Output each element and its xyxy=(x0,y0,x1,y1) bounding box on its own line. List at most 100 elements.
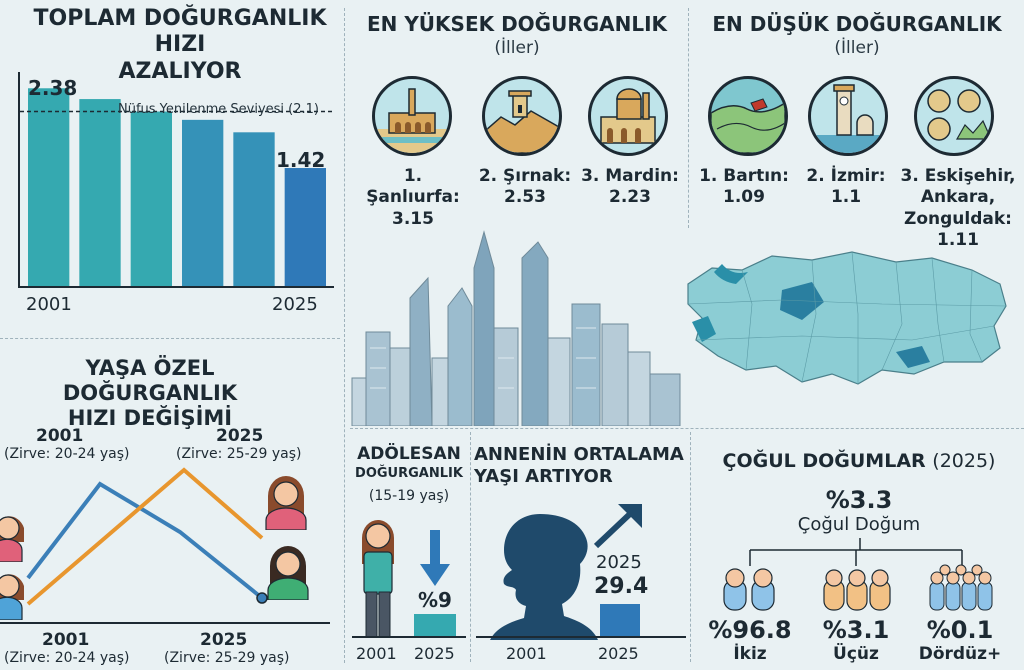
fertility-title-line2: AZALIYOR xyxy=(118,58,242,84)
lowest-item-3-name2: Ankara, xyxy=(920,187,996,208)
fertility-baseline xyxy=(18,286,334,288)
mother-age-x-start: 2001 xyxy=(506,644,547,663)
mardin-icon xyxy=(588,76,668,156)
line-2025 xyxy=(26,467,264,606)
adolescent-axis xyxy=(352,636,466,638)
lowest-item-3-name: 3. Eskişehir, xyxy=(900,166,1016,186)
mother-age-bar xyxy=(600,604,640,636)
girl-icon xyxy=(362,520,394,638)
triplets-icon xyxy=(823,569,891,611)
lowest-item-2-value: 1.1 xyxy=(830,187,862,208)
adolescent-value: %9 xyxy=(418,588,452,612)
mother-age-year: 2025 xyxy=(596,552,642,573)
top-right-year: 2025 xyxy=(216,426,264,446)
woman-silhouette-icon xyxy=(490,514,598,640)
lowest-item-3: 3. Eskişehir, Ankara, Zonguldak: 1.11 xyxy=(896,166,1020,251)
lowest-title: EN DÜŞÜK DOĞURGANLIK xyxy=(712,12,1002,36)
fertility-title-line1: TOPLAM DOĞURGANLIK HIZI xyxy=(33,6,327,58)
age-specific-title-line1: YAŞA ÖZEL DOĞURGANLIK xyxy=(62,356,238,406)
age-specific-title: YAŞA ÖZEL DOĞURGANLIK HIZI DEĞİŞİMİ xyxy=(0,356,300,432)
fertility-bar-3 xyxy=(130,111,172,286)
reference-line-label: Nüfus Yenilenme Seviyesi (2.1) xyxy=(118,102,319,117)
izmir-icon xyxy=(808,76,888,156)
city-skyline-illustration xyxy=(351,230,681,426)
multiple-total-value: %3.3 xyxy=(825,486,893,514)
sanliurfa-icon xyxy=(372,76,452,156)
highest-item-2-value: 2.53 xyxy=(504,187,546,208)
quadruplets-icon xyxy=(929,564,993,611)
mother-age-title: ANNENİN ORTALAMA YAŞI ARTIYOR xyxy=(474,444,688,487)
adolescent-subtitle: DOĞURGANLIK xyxy=(355,466,463,481)
start-value-label: 2.38 xyxy=(28,76,78,100)
lowest-item-1-name: 1. Bartın: xyxy=(699,166,789,186)
fertility-axis xyxy=(18,72,20,288)
lowest-item-1-value: 1.09 xyxy=(723,187,765,208)
fertility-bar-chart xyxy=(20,88,334,286)
woman-icon-left-top xyxy=(0,516,24,562)
bottom-left-peak: (Zirve: 20-24 yaş) xyxy=(4,650,130,666)
up-arrow-icon xyxy=(593,504,642,549)
quadruplets-value: %0.1 xyxy=(926,616,994,644)
top-left-peak: (Zirve: 20-24 yaş) xyxy=(4,446,130,462)
highest-subtitle: (İller) xyxy=(494,38,540,58)
highest-item-2-name: 2. Şırnak: xyxy=(478,166,572,186)
multiple-tree-lines xyxy=(749,538,963,566)
highest-item-3: 3. Mardin: 2.23 xyxy=(574,166,686,209)
top-left-year: 2001 xyxy=(36,426,84,446)
fertility-title: TOPLAM DOĞURGANLIK HIZI AZALIYOR xyxy=(20,6,340,85)
highest-item-3-name: 3. Mardin: xyxy=(581,166,679,186)
eskisehir-icon xyxy=(914,76,994,156)
down-arrow-icon xyxy=(420,530,450,586)
bottom-right-peak: (Zirve: 25-29 yaş) xyxy=(164,650,290,666)
x-end-label: 2025 xyxy=(272,294,318,315)
fertility-bar-5 xyxy=(233,132,275,286)
adolescent-title: ADÖLESAN xyxy=(357,444,461,464)
age-specific-title-line2: HIZI DEĞİŞİMİ xyxy=(67,406,233,431)
age-axis xyxy=(0,622,330,624)
bottom-right-year: 2025 xyxy=(200,630,248,650)
triplets-value: %3.1 xyxy=(822,616,890,644)
lowest-item-2: 2. İzmir: 1.1 xyxy=(796,166,896,209)
adolescent-x-start: 2001 xyxy=(356,644,397,663)
mother-age-value: 29.4 xyxy=(594,574,649,599)
highest-item-1-value: 3.15 xyxy=(392,208,434,229)
fertility-bar-1 xyxy=(28,88,70,286)
multiple-total-label: Çoğul Doğum xyxy=(797,514,921,535)
highest-item-3-value: 2.23 xyxy=(609,187,651,208)
fertility-bar-2 xyxy=(79,99,121,286)
woman-icon-right-top xyxy=(265,476,307,530)
multiple-title: ÇOĞUL DOĞUMLAR (2025) xyxy=(694,450,1024,473)
highest-item-2: 2. Şırnak: 2.53 xyxy=(470,166,580,209)
lowest-subtitle: (İller) xyxy=(834,38,880,58)
multiple-title-text: ÇOĞUL DOĞUMLAR xyxy=(722,450,926,472)
end-value-label: 1.42 xyxy=(276,148,326,172)
twins-label: İkiz xyxy=(733,644,767,664)
sirnak-icon xyxy=(482,76,562,156)
adolescent-x-end: 2025 xyxy=(414,644,455,663)
twins-value: %96.8 xyxy=(708,616,792,644)
woman-icon-left-bottom xyxy=(0,574,24,620)
mother-age-axis xyxy=(476,636,686,638)
mother-age-title-line2: YAŞI ARTIYOR xyxy=(474,465,613,487)
age-specific-lines xyxy=(26,467,268,606)
lowest-item-3-name3: Zonguldak: xyxy=(904,208,1012,229)
twins-icon xyxy=(723,568,775,611)
adolescent-bar xyxy=(414,614,456,636)
fertility-bar-4 xyxy=(182,119,224,286)
turkey-map xyxy=(687,251,1007,385)
triplets-label: Üçüz xyxy=(833,644,879,664)
highest-item-1: 1. Şanlıurfa: 3.15 xyxy=(358,166,468,230)
lowest-item-3-value: 1.11 xyxy=(937,229,979,250)
fertility-bar-6 xyxy=(284,168,326,286)
bartin-icon xyxy=(708,76,788,156)
top-right-peak: (Zirve: 25-29 yaş) xyxy=(176,446,302,462)
lowest-item-1: 1. Bartın: 1.09 xyxy=(696,166,792,209)
multiple-title-year: (2025) xyxy=(932,450,996,472)
x-start-label: 2001 xyxy=(26,294,72,315)
bottom-left-year: 2001 xyxy=(42,630,90,650)
lowest-item-2-name: 2. İzmir: xyxy=(806,166,886,186)
adolescent-age: (15-19 yaş) xyxy=(368,488,450,504)
mother-age-title-line1: ANNENİN ORTALAMA xyxy=(474,444,684,465)
woman-icon-right-bottom xyxy=(267,546,309,600)
quadruplets-label: Dördüz+ xyxy=(918,644,1002,664)
